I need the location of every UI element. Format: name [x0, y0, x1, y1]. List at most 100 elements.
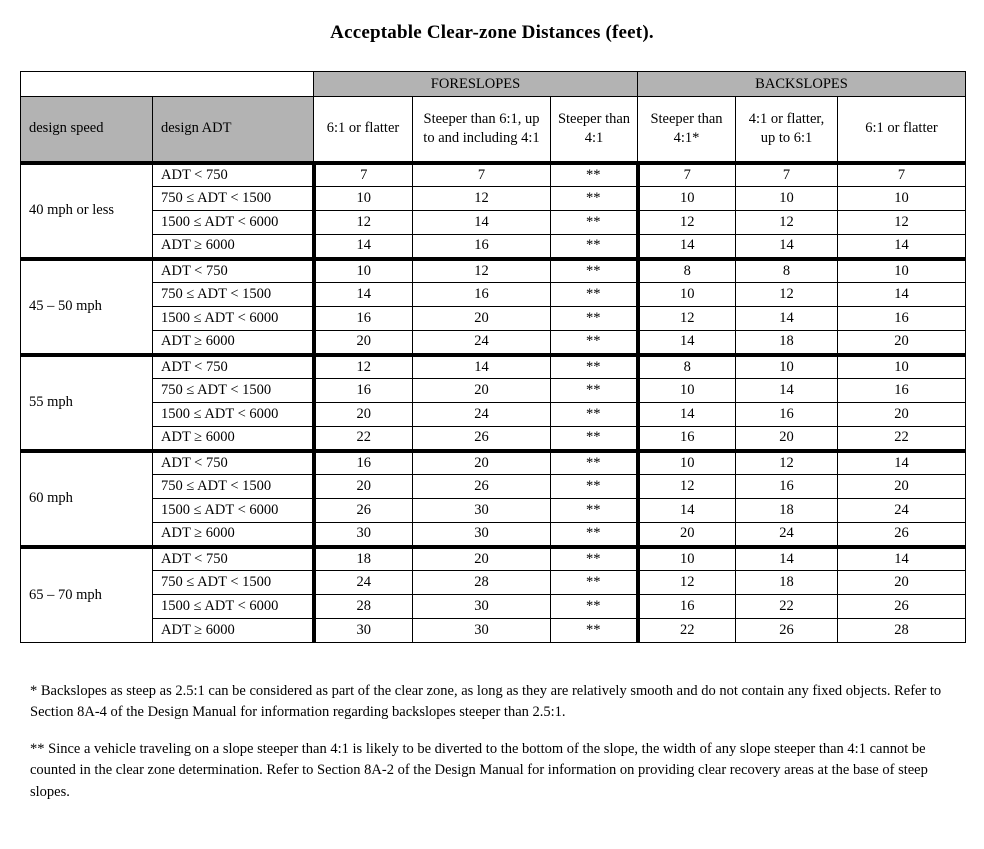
foreslope-value-cell: **	[549, 378, 639, 403]
header-spacer	[20, 71, 314, 97]
foreslope-value-cell: **	[549, 570, 639, 595]
foreslope-value-cell: 16	[311, 306, 413, 331]
foreslope-value-cell: 12	[412, 256, 551, 283]
design-adt-cell: ADT < 750	[152, 544, 314, 571]
backslope-value-cell: 14	[635, 330, 737, 355]
backslope-value-cell: 8	[635, 256, 737, 283]
backslope-value-cell: 20	[837, 330, 967, 355]
backslope-value-cell: 10	[837, 186, 967, 211]
backslope-value-cell: 16	[837, 378, 967, 403]
foreslope-value-cell: **	[549, 402, 639, 427]
design-adt-cell: 1500 ≤ ADT < 6000	[152, 402, 314, 427]
foreslope-value-cell: **	[549, 256, 639, 283]
foreslope-value-cell: 24	[311, 570, 413, 595]
table-row: 60 mph ADT < 750 16 20 ** 10 12 14	[20, 448, 967, 547]
foreslope-value-cell: **	[549, 306, 639, 331]
foreslope-value-cell: 28	[311, 594, 413, 619]
foreslope-value-cell: **	[549, 594, 639, 619]
design-adt-cell: ADT < 750	[152, 448, 314, 475]
foreslope-value-cell: 16	[311, 448, 413, 475]
backslope-value-cell: 12	[635, 570, 737, 595]
foreslope-value-cell: 20	[311, 330, 413, 355]
foreslope-value-cell: **	[549, 210, 639, 235]
foreslopes-header: FORESLOPES	[312, 71, 639, 97]
foreslope-col-header-3: Steeper than 4:1	[549, 96, 639, 163]
design-speed-cell: 40 mph or less	[20, 160, 153, 259]
design-adt-cell: ADT ≥ 6000	[152, 522, 314, 547]
foreslope-value-cell: 7	[412, 160, 551, 187]
footnotes-section: * Backslopes as steep as 2.5:1 can be co…	[30, 681, 948, 803]
backslope-value-cell: 10	[635, 282, 737, 307]
foreslope-value-cell: **	[549, 330, 639, 355]
backslope-value-cell: 12	[735, 448, 839, 475]
table-row: 1500 ≤ ADT < 6000 12 14 ** 12 12 12	[21, 210, 967, 235]
backslope-value-cell: 14	[735, 544, 839, 571]
backslope-value-cell: 12	[735, 210, 839, 235]
backslope-col-header-2: 4:1 or flatter, up to 6:1	[735, 96, 839, 163]
design-adt-cell: ADT ≥ 6000	[152, 618, 314, 643]
table-body: 40 mph or less ADT < 750 7 7 ** 7 7 7 750 ≤ ADT …	[20, 160, 967, 643]
table-row: ADT ≥ 6000 30 30 ** 22 26 28	[21, 618, 967, 643]
foreslope-value-cell: 18	[311, 544, 413, 571]
backslope-value-cell: 14	[635, 402, 737, 427]
backslope-value-cell: 12	[635, 210, 737, 235]
foreslope-value-cell: **	[549, 474, 639, 499]
backslope-value-cell: 12	[635, 306, 737, 331]
backslope-value-cell: 8	[735, 256, 839, 283]
foreslope-value-cell: 20	[412, 544, 551, 571]
table-row: 55 mph ADT < 750 12 14 ** 8 10 10	[20, 352, 967, 451]
table-row: ADT ≥ 6000 20 24 ** 14 18 20	[21, 330, 967, 355]
backslope-value-cell: 20	[837, 474, 967, 499]
foreslope-value-cell: 30	[412, 618, 551, 643]
backslope-value-cell: 26	[837, 594, 967, 619]
design-speed-cell: 45 – 50 mph	[20, 256, 153, 355]
backslope-value-cell: 16	[635, 426, 737, 451]
backslope-value-cell: 10	[635, 186, 737, 211]
backslope-value-cell: 20	[635, 522, 737, 547]
backslope-value-cell: 7	[837, 160, 967, 187]
backslope-value-cell: 22	[837, 426, 967, 451]
table-row: 1500 ≤ ADT < 6000 26 30 ** 14 18 24	[21, 498, 967, 523]
backslope-value-cell: 26	[735, 618, 839, 643]
backslope-value-cell: 14	[735, 378, 839, 403]
foreslope-value-cell: 12	[311, 210, 413, 235]
backslope-value-cell: 18	[735, 570, 839, 595]
backslope-value-cell: 14	[837, 234, 967, 259]
table-row: 750 ≤ ADT < 1500 16 20 ** 10 14 16	[21, 378, 967, 403]
foreslope-value-cell: 30	[311, 618, 413, 643]
design-speed-header: design speed	[20, 96, 153, 163]
foreslope-value-cell: 20	[412, 378, 551, 403]
backslope-value-cell: 24	[837, 498, 967, 523]
foreslope-value-cell: **	[549, 186, 639, 211]
design-adt-cell: 1500 ≤ ADT < 6000	[152, 210, 314, 235]
table-row: 750 ≤ ADT < 1500 24 28 ** 12 18 20	[21, 570, 967, 595]
backslope-value-cell: 10	[635, 448, 737, 475]
backslope-value-cell: 20	[837, 570, 967, 595]
table-row: 750 ≤ ADT < 1500 20 26 ** 12 16 20	[21, 474, 967, 499]
backslope-value-cell: 10	[837, 256, 967, 283]
backslope-value-cell: 14	[635, 498, 737, 523]
table-row: 1500 ≤ ADT < 6000 28 30 ** 16 22 26	[21, 594, 967, 619]
backslope-value-cell: 12	[735, 282, 839, 307]
backslope-value-cell: 10	[635, 378, 737, 403]
backslope-value-cell: 8	[635, 352, 737, 379]
backslope-value-cell: 16	[635, 594, 737, 619]
backslope-value-cell: 10	[735, 186, 839, 211]
foreslope-value-cell: 16	[412, 234, 551, 259]
backslope-value-cell: 20	[735, 426, 839, 451]
foreslope-value-cell: 20	[311, 474, 413, 499]
foreslope-value-cell: 10	[311, 256, 413, 283]
backslope-value-cell: 16	[837, 306, 967, 331]
design-adt-cell: ADT ≥ 6000	[152, 426, 314, 451]
foreslope-value-cell: 14	[311, 282, 413, 307]
design-adt-cell: 1500 ≤ ADT < 6000	[152, 306, 314, 331]
table-row: ADT ≥ 6000 14 16 ** 14 14 14	[21, 234, 967, 259]
backslope-col-header-1: Steeper than 4:1*	[637, 96, 737, 163]
backslope-value-cell: 14	[837, 448, 967, 475]
foreslope-value-cell: 26	[311, 498, 413, 523]
backslope-value-cell: 14	[837, 282, 967, 307]
backslope-value-cell: 16	[735, 474, 839, 499]
foreslope-value-cell: 16	[311, 378, 413, 403]
backslope-value-cell: 7	[735, 160, 839, 187]
backslopes-header: BACKSLOPES	[637, 71, 967, 97]
